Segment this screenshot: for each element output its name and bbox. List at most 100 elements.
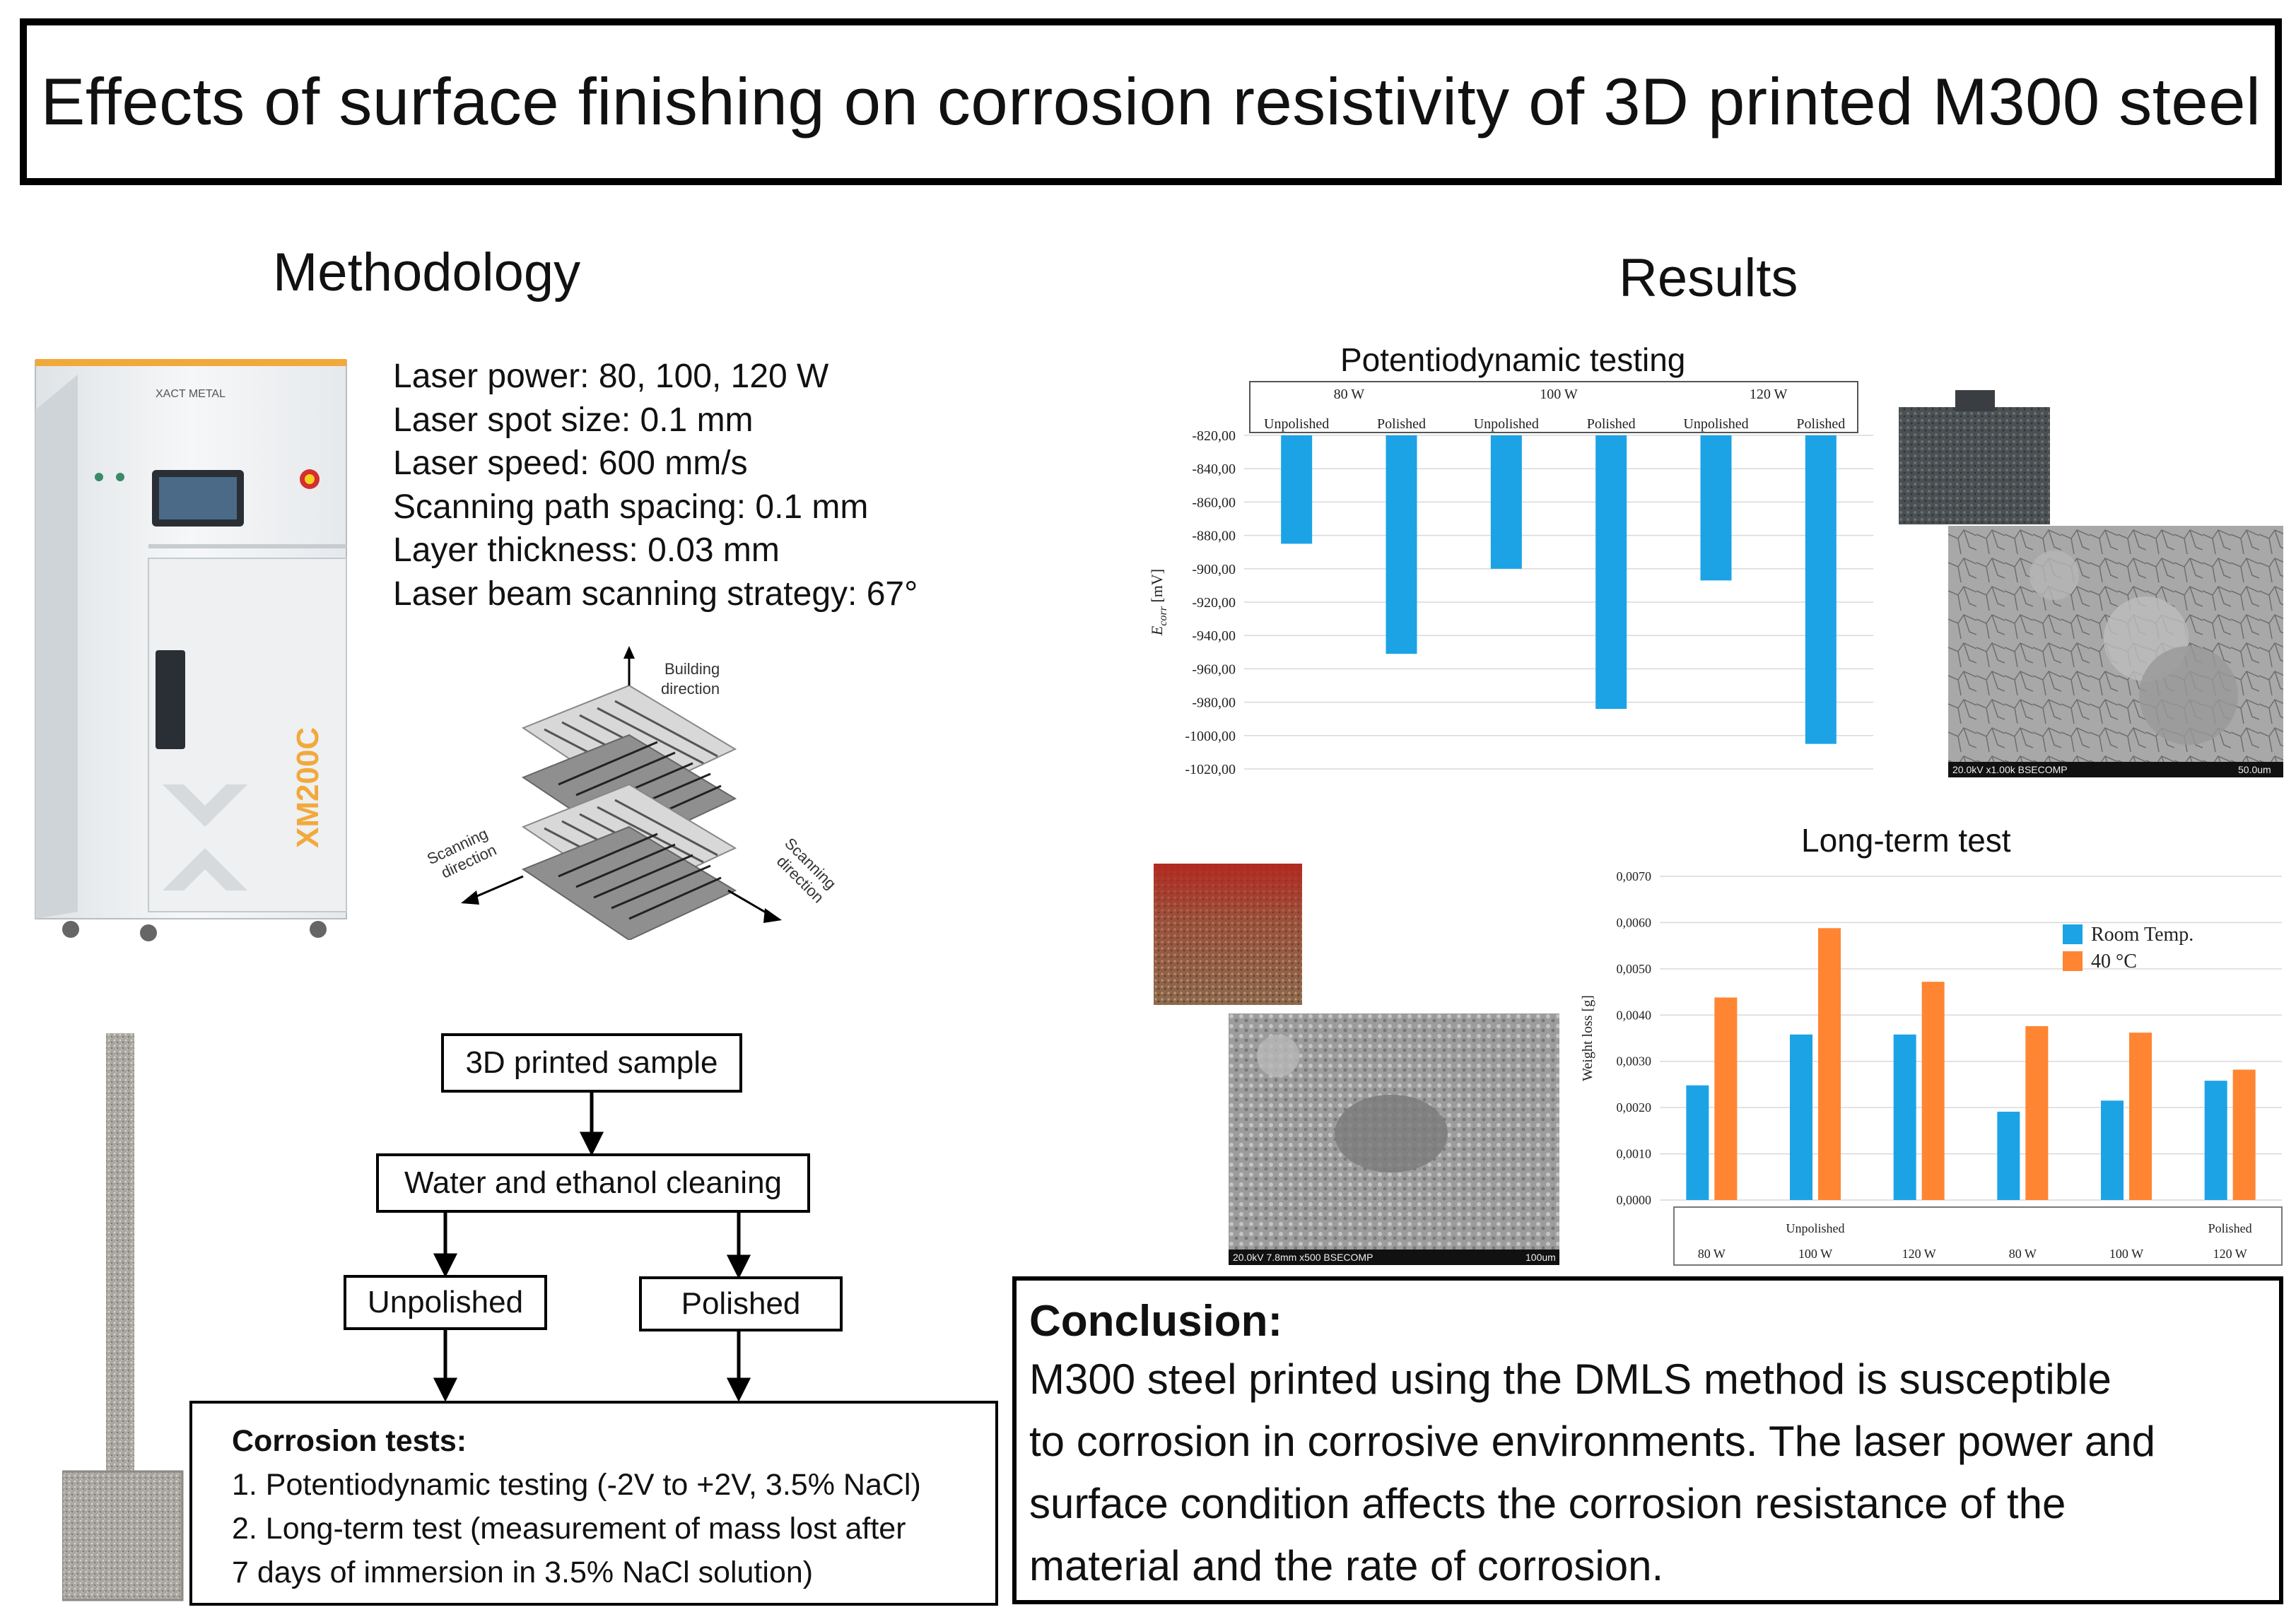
flow-step-label: Unpolished bbox=[367, 1285, 524, 1319]
conclusion-line: surface condition affects the corrosion … bbox=[1029, 1480, 2066, 1527]
bar-room-temp bbox=[1893, 1034, 1916, 1200]
y-tick-label: 0,0020 bbox=[1617, 1100, 1652, 1115]
potentiodynamic-chart-title: Potentiodynamic testing bbox=[1340, 341, 1686, 378]
bar-room-temp bbox=[1686, 1085, 1709, 1200]
corrosion-test-item: 1. Potentiodynamic testing (-2V to +2V, … bbox=[232, 1468, 921, 1502]
sample-photo-unpolished bbox=[1154, 864, 1302, 1005]
potentiodynamic-chart: -820,00 -840,00 -860,00 -880,00 -900,00 -920,… bbox=[1148, 381, 1873, 777]
y-tick-label: 0,0030 bbox=[1617, 1054, 1652, 1069]
sem-image-top: 20.0kV x1.00k BSECOMP 50.0um bbox=[1948, 526, 2283, 777]
legend-label: 40 °C bbox=[2091, 951, 2137, 972]
poster-title: Effects of surface finishing on corrosio… bbox=[40, 64, 2261, 139]
building-direction-label-1: Building bbox=[664, 660, 720, 678]
long-term-chart-title: Long-term test bbox=[1801, 822, 2011, 859]
x-category-label: 120 W bbox=[2213, 1247, 2247, 1261]
bar bbox=[1805, 435, 1837, 744]
corrosion-test-item: 2. Long-term test (measurement of mass l… bbox=[232, 1512, 906, 1546]
x-category-label: 100 W bbox=[1798, 1247, 1832, 1261]
x-category-label: 80 W bbox=[2009, 1247, 2037, 1261]
y-tick-label: -880,00 bbox=[1192, 529, 1236, 544]
laser-parameters: Laser power: 80, 100, 120 W Laser spot s… bbox=[393, 355, 918, 616]
bar-room-temp bbox=[1790, 1034, 1812, 1200]
param-line: Laser spot size: 0.1 mm bbox=[393, 401, 754, 439]
bar-40c bbox=[1818, 928, 1841, 1200]
sample-photo-polished bbox=[1899, 390, 2050, 524]
scan-strategy-diagram: Building direction Scanning direction Sc… bbox=[424, 646, 840, 940]
group-label: Unpolished bbox=[1786, 1221, 1845, 1235]
bar-40c bbox=[1714, 997, 1738, 1200]
bar-room-temp bbox=[2101, 1100, 2124, 1200]
param-line: Laser power: 80, 100, 120 W bbox=[393, 358, 829, 395]
y-tick-label: -1020,00 bbox=[1185, 762, 1236, 777]
sem-image-bottom: 20.0kV 7.8mm x500 BSECOMP 100um bbox=[1229, 1013, 1559, 1265]
legend-label: Room Temp. bbox=[2091, 924, 2194, 946]
sem-top-caption-left: 20.0kV x1.00k BSECOMP bbox=[1952, 764, 2068, 775]
param-line: Laser beam scanning strategy: 67° bbox=[393, 575, 918, 613]
legend-swatch bbox=[2063, 951, 2083, 971]
corrosion-tests-title: Corrosion tests: bbox=[232, 1424, 467, 1458]
group-label: 120 W bbox=[1750, 387, 1788, 402]
conclusion-title: Conclusion: bbox=[1029, 1297, 1283, 1346]
y-tick-label: -840,00 bbox=[1192, 461, 1236, 477]
bar bbox=[1595, 435, 1627, 710]
group-label: 80 W bbox=[1334, 387, 1365, 402]
conclusion-line: to corrosion in corrosive environments. … bbox=[1029, 1418, 2155, 1465]
x-category-label: Polished bbox=[1796, 416, 1845, 432]
y-tick-label: 0,0010 bbox=[1617, 1147, 1652, 1161]
y-tick-label: -860,00 bbox=[1192, 495, 1236, 510]
x-category-label: Polished bbox=[1587, 416, 1636, 432]
x-category-label: Polished bbox=[1377, 416, 1426, 432]
category-header-box bbox=[1249, 381, 1858, 433]
bar-40c bbox=[2025, 1025, 2049, 1200]
flow-step-label: Polished bbox=[681, 1286, 801, 1321]
flow-step-cleaning: Water and ethanol cleaning bbox=[376, 1153, 810, 1213]
y-tick-label: -980,00 bbox=[1192, 695, 1236, 711]
title-box: Effects of surface finishing on corrosio… bbox=[20, 18, 2282, 185]
group-label: Polished bbox=[2208, 1221, 2252, 1235]
flow-branch-polished: Polished bbox=[639, 1276, 843, 1331]
bar bbox=[1386, 435, 1417, 654]
bar bbox=[1700, 435, 1732, 581]
y-axis-label: Ecorr [mV] bbox=[1148, 569, 1169, 636]
x-category-label: Unpolished bbox=[1683, 416, 1748, 432]
param-line: Laser speed: 600 mm/s bbox=[393, 445, 748, 482]
methodology-heading: Methodology bbox=[273, 242, 581, 302]
param-line: Layer thickness: 0.03 mm bbox=[393, 531, 780, 569]
y-tick-label: 0,0060 bbox=[1617, 915, 1652, 929]
sem-top-caption-right: 50.0um bbox=[2238, 764, 2271, 775]
category-box bbox=[1673, 1206, 2283, 1266]
bar-40c bbox=[2129, 1033, 2152, 1200]
x-category-label: 120 W bbox=[1902, 1247, 1936, 1261]
bar-40c bbox=[2232, 1069, 2256, 1200]
flow-arrows bbox=[433, 1093, 751, 1402]
y-tick-label: -940,00 bbox=[1192, 628, 1236, 644]
sem-bottom-caption-left: 20.0kV 7.8mm x500 BSECOMP bbox=[1233, 1252, 1373, 1263]
long-term-chart: 0,0070 0,0060 0,0050 0,0040 0,0030 0,0020 0,00… bbox=[1580, 869, 2283, 1266]
conclusion-box: Conclusion: M300 steel printed using the… bbox=[1012, 1276, 2283, 1604]
printer-illustration: XACT METAL XM200C bbox=[35, 359, 347, 941]
legend-swatch bbox=[2063, 924, 2083, 944]
bar-40c bbox=[1921, 982, 1945, 1200]
printer-model: XM200C bbox=[291, 727, 325, 848]
y-axis-label: Weight loss [g] bbox=[1580, 995, 1595, 1081]
y-tick-label: 0,0050 bbox=[1617, 962, 1652, 976]
conclusion-body: M300 steel printed using the DMLS method… bbox=[1029, 1348, 2266, 1597]
y-tick-label: -960,00 bbox=[1192, 662, 1236, 677]
flow-step-3d-printed-sample: 3D printed sample bbox=[441, 1033, 742, 1093]
y-tick-label: 0,0040 bbox=[1617, 1008, 1652, 1022]
conclusion-line: material and the rate of corrosion. bbox=[1029, 1542, 1664, 1589]
y-tick-label: -920,00 bbox=[1192, 595, 1236, 611]
corrosion-tests-box: Corrosion tests: 1. Potentiodynamic test… bbox=[189, 1401, 998, 1606]
bar-room-temp bbox=[1997, 1112, 2020, 1200]
x-category-label: 100 W bbox=[2109, 1247, 2143, 1261]
x-category-label: 80 W bbox=[1698, 1247, 1726, 1261]
y-tick-label: -820,00 bbox=[1192, 428, 1236, 444]
layer-stack bbox=[521, 684, 737, 940]
printer-brand: XACT METAL bbox=[156, 388, 226, 400]
x-category-label: Unpolished bbox=[1264, 416, 1329, 432]
flow-step-label: 3D printed sample bbox=[465, 1045, 718, 1080]
y-tick-label: 0,0070 bbox=[1617, 869, 1652, 883]
sem-bottom-caption-right: 100um bbox=[1525, 1252, 1556, 1263]
bar bbox=[1281, 435, 1313, 544]
flow-step-label: Water and ethanol cleaning bbox=[404, 1165, 783, 1200]
